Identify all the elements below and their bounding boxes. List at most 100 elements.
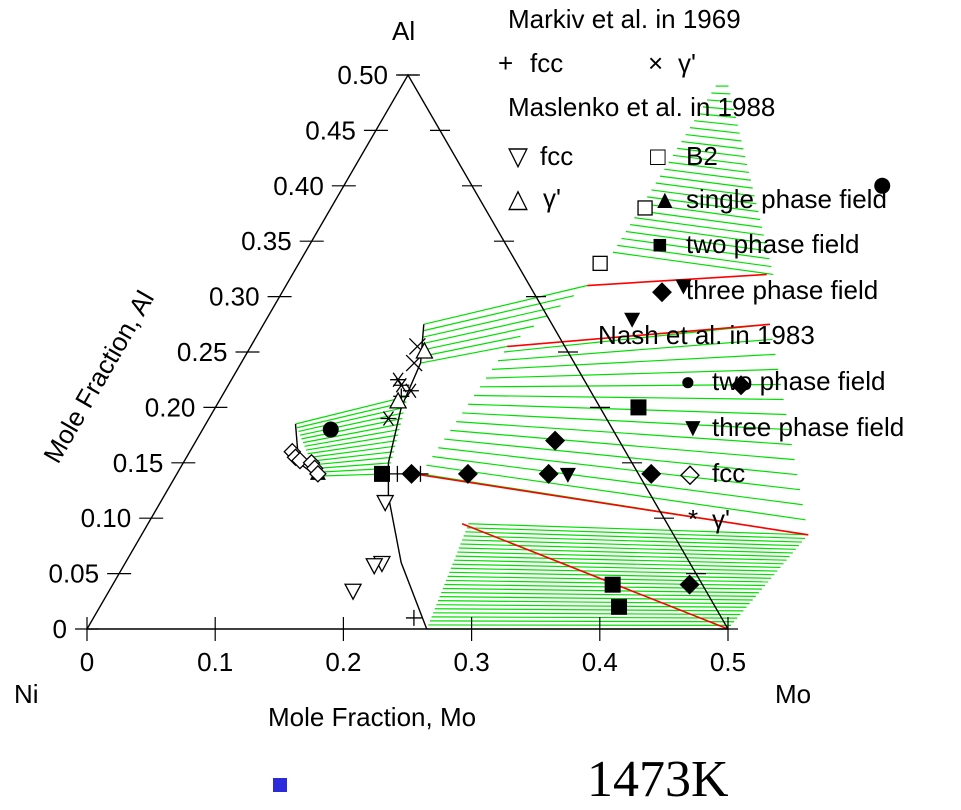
tie-line-upper bbox=[702, 106, 735, 111]
tie-line-middle bbox=[491, 353, 776, 371]
legend-marker-triangle-up-open: △ bbox=[508, 183, 528, 213]
tie-line-fcc bbox=[312, 456, 393, 466]
x-tick-label: 0.1 bbox=[197, 647, 233, 677]
y-axis-title: Mole Fraction, Al bbox=[37, 285, 160, 468]
y-tick-label: 0 bbox=[53, 614, 67, 644]
legend-marker-diamond-open: ◇ bbox=[680, 458, 700, 488]
tie-line-upper bbox=[621, 237, 770, 260]
tie-line-upper bbox=[617, 244, 772, 268]
data-point-triangle-down-open bbox=[376, 494, 395, 512]
legend-label-nash-gamma: γ' bbox=[712, 504, 730, 534]
legend-label-maslenko-two-phase: two phase field bbox=[686, 229, 859, 259]
tie-line-lower bbox=[433, 612, 741, 616]
tie-line-lower bbox=[437, 600, 750, 605]
data-point-triangle-up-open bbox=[389, 391, 408, 409]
y-tick-label: 0.50 bbox=[337, 60, 388, 90]
data-point-asterisk bbox=[380, 411, 397, 426]
data-point-diamond-filled bbox=[731, 375, 752, 396]
legend-marker-diamond-filled: ◆ bbox=[652, 275, 672, 305]
y-tick-label: 0.40 bbox=[273, 171, 324, 201]
legend-label-nash-three-phase: three phase field bbox=[712, 412, 904, 442]
data-point-asterisk bbox=[402, 383, 419, 399]
tie-line-upper bbox=[694, 120, 738, 126]
tie-line-middle bbox=[426, 464, 806, 521]
legend-label-maslenko-fcc: fcc bbox=[540, 141, 573, 171]
data-point-diamond-open bbox=[291, 451, 309, 470]
legend-label-single-phase: single phase field bbox=[686, 184, 887, 214]
tie-line-middle bbox=[456, 421, 792, 446]
tie-line-middle bbox=[462, 412, 790, 431]
data-point-square-filled bbox=[374, 465, 390, 482]
tie-line-fcc bbox=[299, 412, 404, 436]
tie-line-lower bbox=[431, 616, 738, 619]
tie-line-upper bbox=[655, 182, 755, 197]
tie-line-lower bbox=[436, 604, 747, 608]
tie-line-gamma bbox=[420, 335, 521, 358]
data-point-triangle-down-filled bbox=[559, 467, 576, 483]
tie-line-upper bbox=[629, 223, 766, 244]
vertex-label-ni: Ni bbox=[14, 679, 39, 709]
tie-line-upper bbox=[642, 203, 761, 221]
y-tick-label: 0.30 bbox=[209, 282, 260, 312]
data-point-square-filled bbox=[611, 598, 628, 615]
legend-marker-triangle-up-filled: ▲ bbox=[652, 184, 678, 214]
data-point-square-open bbox=[592, 255, 608, 272]
y-tick-label: 0.25 bbox=[177, 337, 228, 367]
tie-line-middle bbox=[486, 368, 779, 379]
tie-line-lower bbox=[458, 547, 790, 558]
tie-line-upper bbox=[668, 161, 750, 174]
legend-marker-square-open: □ bbox=[650, 141, 666, 171]
tie-line-middle bbox=[497, 338, 773, 362]
tie-line-middle bbox=[474, 394, 784, 401]
data-point-square-filled bbox=[604, 576, 621, 593]
x-tick-label: 0.4 bbox=[582, 647, 618, 677]
legend-label-markiv-gamma: γ' bbox=[678, 48, 696, 78]
legend-marker-cross: × bbox=[648, 48, 663, 78]
tie-line-fcc bbox=[302, 423, 401, 444]
tie-line-lower bbox=[460, 543, 793, 554]
tie-line-upper bbox=[659, 175, 753, 189]
tie-line-lower bbox=[450, 567, 775, 576]
tie-line-lower bbox=[462, 539, 796, 550]
x-tick-label: 0.3 bbox=[454, 647, 490, 677]
data-point-square-open bbox=[637, 200, 653, 216]
tie-line-middle bbox=[468, 403, 787, 416]
y-tick-label: 0.35 bbox=[241, 226, 292, 256]
tie-line-fcc bbox=[296, 401, 407, 429]
tie-line-upper bbox=[634, 217, 764, 236]
data-point-asterisk bbox=[390, 372, 407, 388]
tie-line-fcc bbox=[307, 440, 397, 455]
tie-line-upper bbox=[612, 251, 774, 276]
tie-line-lower bbox=[429, 620, 735, 623]
legend-marker-circle-filled: ● bbox=[680, 366, 696, 396]
y-tick-label: 0.10 bbox=[81, 503, 132, 533]
legend-marker-asterisk: * bbox=[688, 504, 698, 534]
tie-line-lower bbox=[466, 527, 806, 540]
data-point-diamond-filled bbox=[545, 430, 566, 451]
tie-line-middle bbox=[480, 383, 781, 388]
tie-line-upper bbox=[681, 140, 744, 150]
tie-line-lower bbox=[468, 523, 809, 536]
tie-line-upper bbox=[677, 147, 746, 158]
tie-line-fcc bbox=[298, 406, 406, 433]
tie-line-fcc bbox=[313, 462, 392, 470]
data-point-square-filled bbox=[630, 399, 647, 416]
tie-line-lower bbox=[434, 608, 744, 612]
tie-line-lower bbox=[455, 555, 784, 565]
tie-line-gamma bbox=[420, 345, 508, 364]
tie-line-lower bbox=[463, 535, 799, 547]
y-tick-label: 0.20 bbox=[145, 392, 196, 422]
tie-line-lower bbox=[441, 591, 756, 597]
tie-line-middle bbox=[432, 455, 803, 506]
tie-line-lower bbox=[439, 596, 753, 601]
y-tick-label: 0.15 bbox=[113, 448, 164, 478]
ternary-chart: 00.050.100.150.200.250.300.350.400.450.5… bbox=[14, 4, 904, 732]
data-point-triangle-down-open bbox=[343, 583, 363, 601]
three-phase-tie-line bbox=[507, 323, 771, 348]
data-point-diamond-filled bbox=[401, 463, 422, 484]
x-axis-title: Mole Fraction, Mo bbox=[268, 702, 476, 732]
legend-group-maslenko: Maslenko et al. in 1988 bbox=[508, 92, 775, 122]
tie-line-upper bbox=[698, 113, 736, 119]
data-point-triangle-down-filled bbox=[675, 279, 692, 295]
tie-line-upper bbox=[672, 154, 748, 166]
